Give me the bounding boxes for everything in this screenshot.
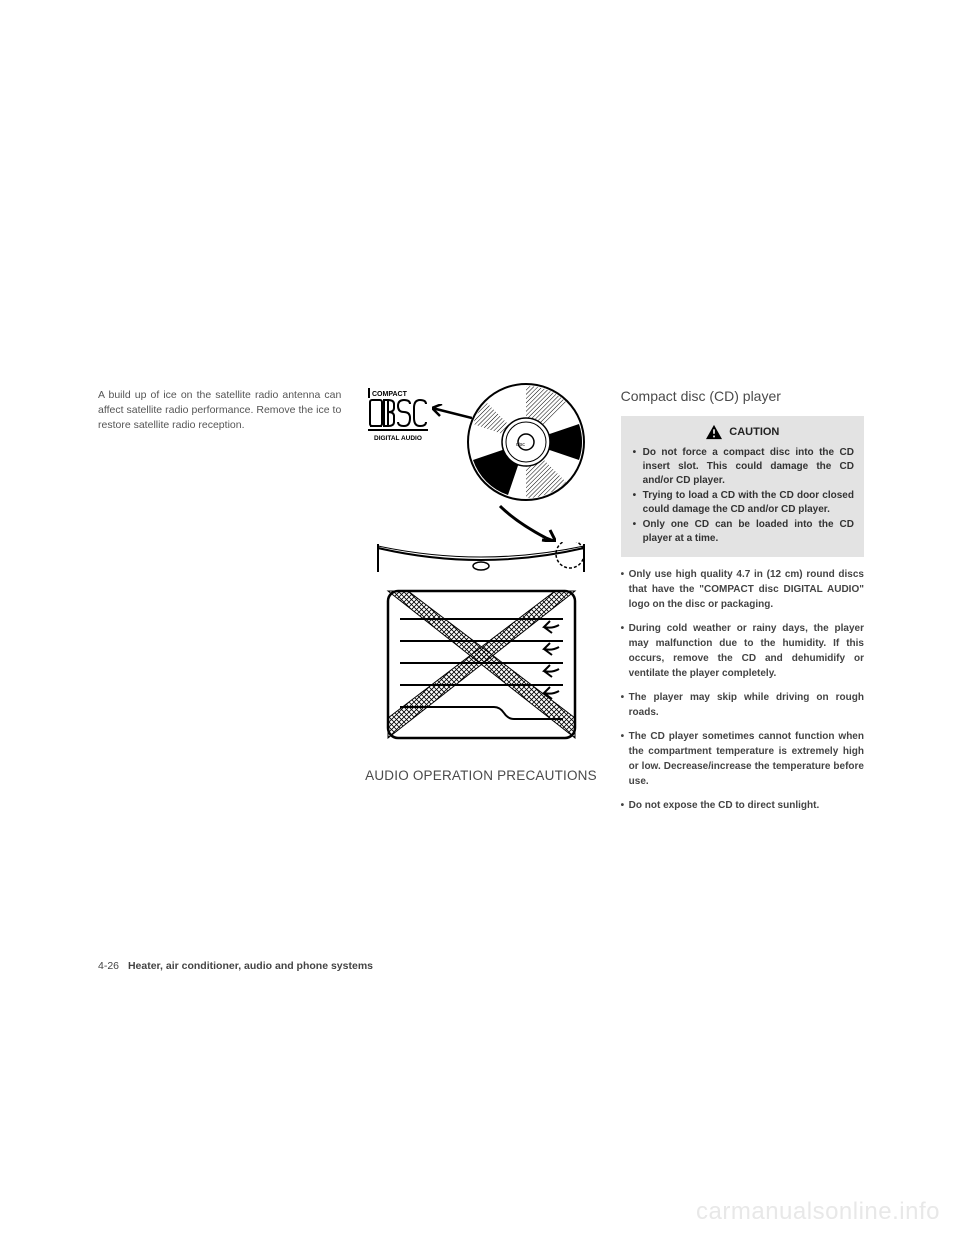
- caution-item: Only one CD can be loaded into the CD pl…: [631, 518, 854, 546]
- page-number: 4-26: [98, 960, 119, 972]
- arrow-to-edge-icon: [496, 502, 556, 542]
- disc-edge-detail-icon: [376, 542, 586, 578]
- body-item: Do not expose the CD to direct sunlight.: [621, 798, 864, 813]
- audio-precautions-heading: AUDIO OPERATION PRECAUTIONS: [365, 768, 597, 783]
- svg-text:disc: disc: [516, 442, 525, 448]
- caution-header: CAUTION: [631, 424, 854, 440]
- section-title: Heater, air conditioner, audio and phone…: [128, 960, 373, 972]
- cd-illustration: COMPACT DIGITAL AUDIO: [366, 382, 596, 752]
- compact-disc-logo-icon: COMPACT DIGITAL AUDIO: [366, 388, 432, 444]
- digital-audio-text: DIGITAL AUDIO: [374, 435, 422, 442]
- cd-player-heading: Compact disc (CD) player: [621, 388, 864, 404]
- compact-text: COMPACT: [372, 391, 408, 398]
- caution-label: CAUTION: [729, 426, 779, 438]
- warning-triangle-icon: [705, 424, 723, 440]
- column-1: A build up of ice on the satellite radio…: [98, 388, 341, 968]
- body-item: The CD player sometimes cannot function …: [621, 729, 864, 789]
- body-list: Only use high quality 4.7 in (12 cm) rou…: [621, 567, 864, 822]
- cd-player-cross-icon: [384, 587, 579, 742]
- column-3: Compact disc (CD) player CAUTION Do not …: [621, 388, 864, 968]
- satellite-ice-paragraph: A build up of ice on the satellite radio…: [98, 388, 341, 434]
- caution-item: Trying to load a CD with the CD door clo…: [631, 489, 854, 517]
- body-item: Only use high quality 4.7 in (12 cm) rou…: [621, 567, 864, 612]
- caution-box: CAUTION Do not force a compact disc into…: [621, 416, 864, 557]
- page-content: A build up of ice on the satellite radio…: [98, 388, 864, 968]
- body-item: During cold weather or rainy days, the p…: [621, 621, 864, 681]
- watermark: carmanualsonline.info: [696, 1198, 940, 1226]
- body-item: The player may skip while driving on rou…: [621, 690, 864, 720]
- cd-disc-icon: disc: [466, 382, 586, 502]
- caution-item: Do not force a compact disc into the CD …: [631, 446, 854, 488]
- page-footer: 4-26 Heater, air conditioner, audio and …: [98, 960, 373, 972]
- column-2: COMPACT DIGITAL AUDIO: [359, 388, 602, 968]
- caution-list: Do not force a compact disc into the CD …: [631, 446, 854, 546]
